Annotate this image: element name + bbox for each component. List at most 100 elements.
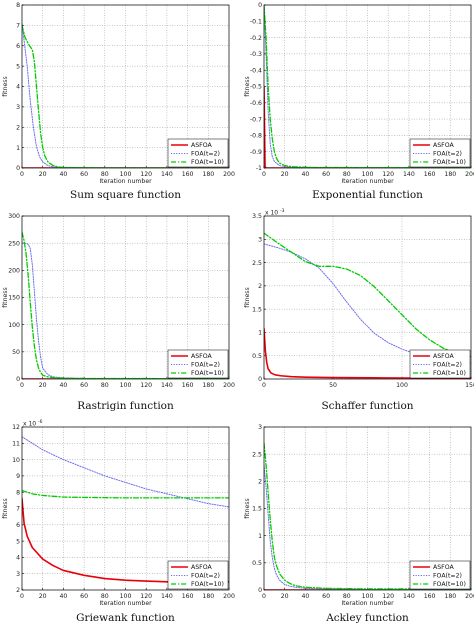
x-tick-label: 0 — [20, 171, 24, 178]
x-tick-label: 40 — [59, 382, 67, 389]
legend-label: FOA(t=10) — [191, 159, 224, 166]
x-tick-label: 100 — [120, 593, 132, 600]
y-tick-label: 1 — [258, 330, 262, 337]
x-tick-label: 60 — [322, 171, 330, 178]
x-tick-label: 40 — [59, 593, 67, 600]
y-tick-label: 11 — [12, 441, 20, 448]
x-tick-label: 20 — [39, 171, 47, 178]
legend-label: FOA(t=2) — [191, 151, 220, 158]
x-tick-label: 180 — [202, 593, 214, 600]
y-tick-label: -0.1 — [250, 19, 262, 26]
legend-label: FOA(t=2) — [433, 573, 462, 580]
figure-caption: Griewank function — [76, 612, 175, 624]
x-tick-label: 100 — [120, 171, 132, 178]
y-tick-label: -0.2 — [250, 35, 262, 42]
y-tick-label: -0.4 — [250, 67, 262, 74]
y-tick-label: 8 — [16, 489, 20, 496]
legend-label: FOA(t=2) — [191, 573, 220, 580]
y-tick-label: -0.7 — [250, 116, 262, 123]
y-tick-label: 100 — [8, 322, 20, 329]
y-tick-label: 300 — [8, 213, 20, 220]
x-tick-label: 200 — [223, 171, 235, 178]
x-tick-label: 160 — [424, 593, 436, 600]
series-line-foa-t-10- — [264, 232, 471, 358]
y-tick-label: 7 — [16, 23, 20, 30]
y-axis-label: fitness — [2, 498, 9, 519]
x-tick-label: 200 — [223, 382, 235, 389]
y-exponent-label: x 10 -3 — [265, 208, 285, 217]
series-line-foa-t-10- — [22, 231, 229, 379]
y-tick-label: 2 — [258, 283, 262, 290]
y-axis-label: fitness — [2, 287, 9, 308]
figure-caption: Ackley function — [325, 612, 409, 624]
legend-label: ASFOA — [191, 564, 212, 571]
x-tick-label: 20 — [281, 593, 289, 600]
y-tick-label: 6 — [16, 43, 20, 50]
plot-frame — [21, 215, 230, 380]
y-tick-label: -1 — [256, 165, 262, 172]
legend-label: ASFOA — [433, 564, 454, 571]
y-tick-label: 0 — [258, 2, 262, 9]
legend-label: FOA(t=2) — [191, 362, 220, 369]
legend-label: FOA(t=10) — [191, 581, 224, 588]
y-tick-label: 4 — [16, 84, 20, 91]
x-tick-label: 200 — [465, 171, 474, 178]
chart-panel-5: 0 20 40 60 80 100 120 140 160 180 200 2 3 4 5 6 7 8 9 10 11 1… — [2, 419, 235, 624]
x-tick-label: 140 — [161, 171, 173, 178]
x-tick-label: 100 — [362, 171, 374, 178]
x-tick-label: 60 — [322, 593, 330, 600]
x-axis-label: Iteration number — [341, 178, 394, 185]
y-exponent-power: -3 — [280, 208, 285, 214]
x-tick-label: 50 — [329, 382, 337, 389]
series-group — [264, 5, 471, 168]
series-line-asfoa — [264, 327, 471, 379]
x-axis-label: Iteration number — [99, 600, 152, 607]
y-tick-label: -0.9 — [250, 149, 262, 156]
plot-frame — [263, 4, 472, 169]
legend: ASFOA FOA(t=2)FOA(t=10) — [167, 349, 229, 379]
y-tick-label: 12 — [12, 424, 20, 431]
x-tick-label: 40 — [301, 171, 309, 178]
chart-panel-4: 0 50 100 150 0 0.5 1 1.5 2 2.5 3 3.5x 10 -3 fitness A… — [244, 208, 474, 412]
series-line-asfoa — [264, 85, 471, 168]
y-tick-label: 50 — [12, 349, 20, 356]
y-exponent-label: x 10 -6 — [23, 419, 43, 428]
y-tick-label: 5 — [16, 63, 20, 70]
x-tick-label: 80 — [101, 171, 109, 178]
y-tick-label: 2.5 — [252, 451, 262, 458]
y-tick-label: 2.5 — [252, 260, 262, 267]
x-tick-label: 0 — [20, 382, 24, 389]
y-axis-label: fitness — [244, 76, 251, 97]
chart-panel-6: 0 20 40 60 80 100 120 140 160 180 200 0 0.5 1 1.5 2 2.5 3… — [244, 424, 474, 624]
legend-label: ASFOA — [433, 353, 454, 360]
x-tick-label: 80 — [101, 593, 109, 600]
series-group — [22, 231, 229, 379]
figure-caption: Sum square function — [70, 189, 181, 201]
figure-caption: Schaffer function — [321, 400, 413, 412]
y-tick-label: 200 — [8, 268, 20, 275]
y-axis-label: fitness — [2, 76, 9, 97]
y-tick-label: 2 — [16, 587, 20, 594]
x-tick-label: 160 — [182, 593, 194, 600]
legend-label: ASFOA — [433, 142, 454, 149]
y-tick-label: 0 — [258, 376, 262, 383]
x-tick-label: 140 — [403, 593, 415, 600]
x-tick-label: 120 — [140, 593, 152, 600]
x-tick-label: 120 — [382, 171, 394, 178]
y-tick-label: 0 — [16, 165, 20, 172]
y-tick-label: 1.5 — [252, 506, 262, 513]
x-tick-label: 0 — [262, 171, 266, 178]
legend-label: FOA(t=10) — [433, 159, 466, 166]
y-tick-label: -0.6 — [250, 100, 262, 107]
x-tick-label: 100 — [396, 382, 408, 389]
legend-label: FOA(t=2) — [433, 362, 462, 369]
y-tick-label: 0 — [258, 587, 262, 594]
legend: ASFOA FOA(t=2)FOA(t=10) — [409, 138, 471, 168]
y-exponent-power: -6 — [38, 419, 43, 425]
x-tick-label: 160 — [182, 171, 194, 178]
x-tick-label: 60 — [80, 593, 88, 600]
x-tick-label: 150 — [465, 382, 474, 389]
series-line-foa-t-2- — [264, 5, 471, 168]
legend: ASFOA FOA(t=2)FOA(t=10) — [167, 138, 229, 168]
